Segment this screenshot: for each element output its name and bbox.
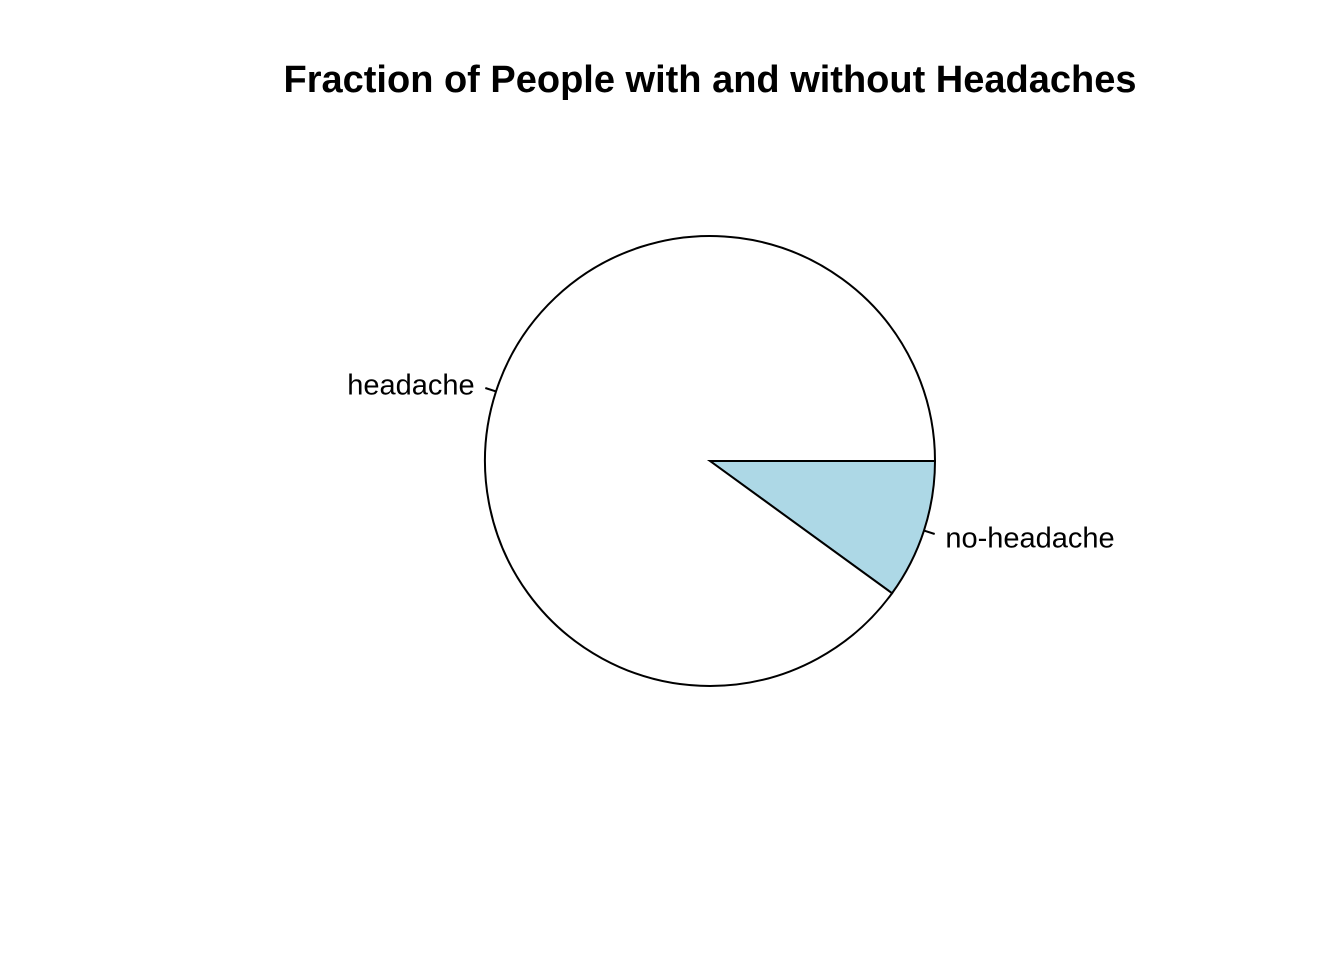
chart-title: Fraction of People with and without Head…: [284, 59, 1137, 101]
slice-label-no-headache: no-headache: [945, 522, 1114, 554]
label-tick-headache: [485, 387, 497, 393]
slice-labels: no-headache headache: [347, 370, 1115, 555]
pie-slices: [484, 235, 937, 688]
pie-slice-headache: [484, 235, 937, 688]
label-ticks: [485, 387, 935, 535]
slice-label-headache: headache: [347, 370, 474, 402]
label-tick-no-headache: [923, 529, 935, 535]
